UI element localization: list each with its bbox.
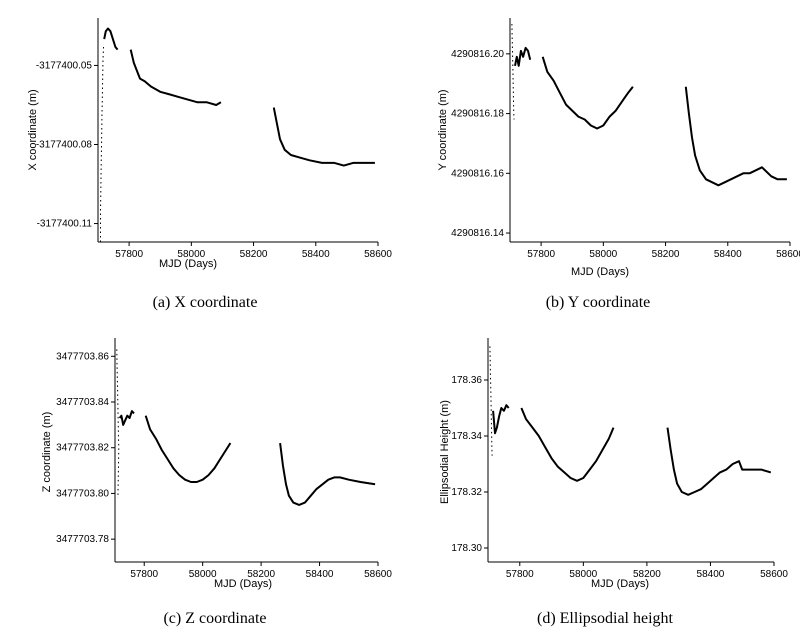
- x-tick-label: 58000: [177, 249, 205, 260]
- y-axis-label: Y coordinate (m): [437, 89, 449, 170]
- data-segment: [541, 56, 634, 130]
- x-tick-label: 57800: [130, 569, 158, 580]
- y-tick-label: 178.36: [451, 375, 482, 386]
- data-segment: [666, 427, 772, 496]
- data-series: [116, 349, 376, 506]
- data-segment: [103, 27, 119, 51]
- y-tick-label: 178.34: [451, 431, 482, 442]
- y-tick-label: 3477703.82: [56, 443, 109, 454]
- data-segment: [514, 46, 532, 67]
- x-tick-label: 58400: [302, 249, 330, 260]
- x-tick-label: 58000: [589, 249, 617, 260]
- x-tick-label: 58400: [306, 569, 334, 580]
- x-ticks: 57800 58000 58200 58400 58600: [506, 562, 788, 580]
- x-tick-label: 58600: [364, 249, 392, 260]
- y-tick-label: 4290816.20: [451, 49, 504, 60]
- data-segment: [116, 349, 120, 499]
- data-segment: [520, 407, 615, 482]
- x-tick-label: 58200: [652, 249, 680, 260]
- data-segment: [492, 404, 510, 435]
- x-tick-label: 58200: [633, 569, 661, 580]
- x-tick-label: 57800: [506, 569, 534, 580]
- y-tick-label: 4290816.16: [451, 168, 504, 179]
- y-tick-label: 178.32: [451, 487, 482, 498]
- y-tick-label: -3177400.08: [36, 139, 93, 150]
- data-segment: [511, 23, 515, 120]
- x-ticks: 57800 58000 58200 58400 58600: [115, 242, 392, 260]
- data-segment: [279, 442, 376, 506]
- data-segment: [129, 49, 222, 106]
- data-segment: [144, 415, 232, 483]
- panel-caption: (b) Y coordinate: [546, 294, 651, 311]
- y-tick-label: -3177400.11: [37, 219, 93, 230]
- data-series: [100, 27, 375, 242]
- x-axis-label: MJD (Days): [159, 258, 217, 270]
- x-tick-label: 58000: [189, 569, 217, 580]
- data-segment: [684, 86, 787, 187]
- data-segment: [489, 346, 493, 456]
- x-axis-label: MJD (Days): [591, 578, 649, 590]
- x-tick-label: 58200: [240, 249, 268, 260]
- x-tick-label: 58000: [569, 569, 597, 580]
- y-tick-label: 3477703.78: [56, 534, 109, 545]
- panel-caption: (c) Z coordinate: [163, 610, 266, 627]
- y-tick-label: 3477703.86: [56, 351, 109, 362]
- x-tick-label: 58600: [776, 249, 800, 260]
- panel-x-coordinate: 57800 58000 58200 58400 58600 -3177400.05-31…: [27, 18, 392, 311]
- y-tick-label: -3177400.05: [36, 60, 93, 71]
- panel-caption: (a) X coordinate: [153, 294, 258, 311]
- panel-caption: (d) Ellipsodial height: [537, 610, 674, 627]
- y-tick-label: 178.30: [451, 543, 482, 554]
- panel-ellipsoidal-height: 57800 58000 58200 58400 58600 178.36178.3417…: [439, 338, 788, 627]
- y-axis-label: X coordinate (m): [27, 89, 39, 170]
- y-tick-label: 3477703.84: [56, 397, 109, 408]
- y-ticks: -3177400.05 -3177400.08 -3177400.11: [36, 60, 98, 230]
- data-segment: [118, 410, 135, 426]
- y-ticks: 4290816.20 4290816.18 4290816.16 4290816.14: [451, 49, 510, 239]
- x-tick-label: 58200: [247, 569, 275, 580]
- x-ticks: 57800 58000 58200 58400 58600: [130, 562, 392, 580]
- y-ticks: 3477703.86 3477703.84 3477703.82 3477703.80…: [56, 351, 115, 545]
- data-segment: [272, 107, 375, 167]
- x-ticks: 57800 58000 58200 58400 58600: [527, 242, 800, 260]
- data-segment: [100, 44, 105, 242]
- x-tick-label: 57800: [527, 249, 555, 260]
- y-tick-label: 4290816.14: [451, 228, 504, 239]
- x-tick-label: 58600: [364, 569, 392, 580]
- x-tick-label: 58600: [760, 569, 788, 580]
- y-axis-label: Z coordinate (m): [41, 412, 53, 493]
- x-axis-label: MJD (Days): [571, 266, 629, 278]
- y-tick-label: 4290816.18: [451, 109, 504, 120]
- data-series: [489, 346, 772, 496]
- data-series: [511, 23, 787, 187]
- x-axis-label: MJD (Days): [214, 578, 272, 590]
- panel-z-coordinate: 57800 58000 58200 58400 58600 3477703.863477…: [41, 338, 392, 627]
- x-tick-label: 58400: [697, 569, 725, 580]
- x-tick-label: 58400: [714, 249, 742, 260]
- y-tick-label: 3477703.80: [56, 488, 109, 499]
- y-axis-label: Ellipsodial Height (m): [439, 400, 451, 504]
- x-tick-label: 57800: [115, 249, 143, 260]
- y-ticks: 178.36 178.34 178.32 178.30: [451, 375, 488, 554]
